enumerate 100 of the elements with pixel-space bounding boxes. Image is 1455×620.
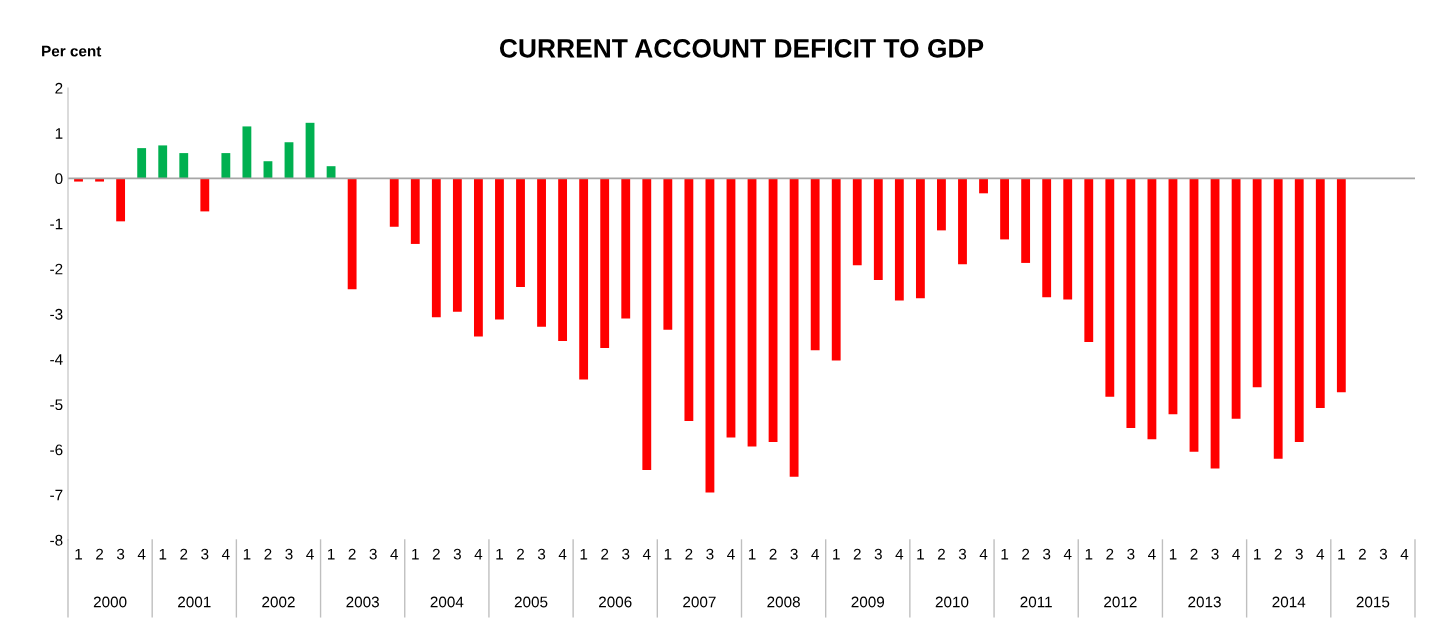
x-tick-label: 4	[137, 548, 146, 560]
x-tick-label: 3	[874, 548, 882, 560]
y-tick-label: -1	[50, 218, 63, 230]
text: 2007	[683, 596, 716, 608]
bar	[937, 178, 946, 231]
x-tick-label: 2	[1022, 548, 1030, 560]
bar	[242, 126, 252, 179]
bar	[1294, 178, 1304, 442]
bar	[1252, 178, 1262, 388]
bar	[831, 178, 841, 361]
x-tick-label: 2	[1190, 548, 1198, 560]
bar	[179, 153, 189, 179]
bar	[1315, 178, 1325, 409]
x-tick-label: 3	[706, 548, 714, 560]
x-tick-label: 1	[496, 548, 503, 560]
bar	[326, 166, 336, 179]
bar	[221, 153, 231, 179]
bar	[1105, 178, 1115, 397]
x-tick-label: 3	[1379, 548, 1388, 560]
y-tick-label: -7	[50, 489, 63, 501]
x-tick-label: 2	[96, 548, 104, 560]
bar	[621, 178, 631, 319]
bar	[389, 178, 399, 227]
x-tick-label: 2	[769, 548, 777, 560]
bar	[852, 178, 862, 266]
bar	[1168, 178, 1178, 415]
text: 2009	[851, 596, 885, 608]
y-tick-label: 2	[55, 82, 63, 94]
x-tick-label: 3	[958, 548, 967, 560]
bar	[1126, 178, 1136, 428]
x-tick-label: 4	[474, 548, 483, 560]
bar	[1210, 178, 1220, 469]
x-tick-label: 3	[790, 548, 798, 560]
x-tick-label: 4	[306, 548, 314, 560]
y-tick-label: -8	[50, 534, 63, 546]
bar	[558, 178, 568, 342]
x-tick-label: 3	[1043, 548, 1051, 560]
x-tick-label: 3	[285, 548, 293, 560]
bar	[1021, 178, 1031, 263]
bar	[642, 178, 652, 470]
x-tick-label: 1	[580, 548, 588, 560]
bar	[684, 178, 694, 422]
bar	[894, 178, 904, 301]
bar	[789, 178, 799, 477]
x-tick-label: 3	[453, 548, 461, 560]
x-tick-label: 2	[517, 548, 524, 560]
bar	[705, 178, 715, 493]
bar	[979, 178, 988, 194]
x-tick-label: 2	[853, 548, 861, 560]
x-tick-label: 2	[432, 548, 440, 560]
x-tick-label: 3	[201, 548, 209, 560]
bar	[158, 145, 168, 179]
x-tick-label: 4	[895, 548, 904, 560]
x-tick-label: 3	[622, 548, 630, 560]
x-tick-label: 3	[369, 548, 377, 560]
text: 2005	[514, 596, 548, 608]
bar	[1147, 178, 1157, 440]
y-tick-label: -2	[50, 263, 63, 275]
text: 2015	[1356, 596, 1390, 608]
x-tick-label: 1	[243, 548, 251, 560]
text: 2001	[178, 596, 211, 608]
x-tick-label: 4	[1316, 548, 1325, 560]
x-tick-label: 1	[328, 548, 335, 560]
bar	[495, 178, 504, 320]
bar	[726, 178, 736, 438]
x-tick-label: 1	[159, 548, 167, 560]
bar	[873, 178, 883, 281]
bar	[600, 178, 610, 348]
x-tick-label: 4	[979, 548, 988, 560]
x-tick-label: 4	[1063, 548, 1072, 560]
bar	[516, 178, 525, 287]
bar	[579, 178, 589, 380]
x-tick-label: 1	[1254, 548, 1261, 560]
x-tick-label: 1	[1085, 548, 1093, 560]
x-tick-label: 1	[1338, 548, 1345, 560]
bar	[1336, 178, 1346, 393]
x-tick-label: 4	[727, 548, 735, 560]
text: 2012	[1104, 596, 1137, 608]
y-tick-label: -4	[50, 354, 63, 365]
bar	[1000, 178, 1010, 240]
x-tick-label: 3	[1295, 548, 1303, 560]
y-tick-label: 0	[55, 173, 63, 185]
bar	[810, 178, 820, 351]
bar	[431, 178, 441, 318]
bar	[747, 178, 757, 447]
x-tick-label: 4	[1232, 548, 1240, 560]
y-tick-label: 1	[55, 128, 63, 139]
x-tick-label: 4	[811, 548, 819, 560]
x-tick-label: 2	[348, 548, 356, 560]
text: 2000	[93, 596, 127, 608]
bar	[137, 148, 147, 179]
x-tick-label: 1	[748, 548, 756, 560]
x-tick-label: 2	[180, 548, 188, 560]
x-tick-label: 3	[1211, 548, 1219, 560]
bar	[768, 178, 778, 442]
text: 2004	[430, 596, 464, 608]
bar	[1231, 178, 1241, 419]
x-tick-label: 4	[1148, 548, 1156, 560]
bar	[200, 178, 210, 212]
x-tick-label: 3	[537, 548, 546, 560]
